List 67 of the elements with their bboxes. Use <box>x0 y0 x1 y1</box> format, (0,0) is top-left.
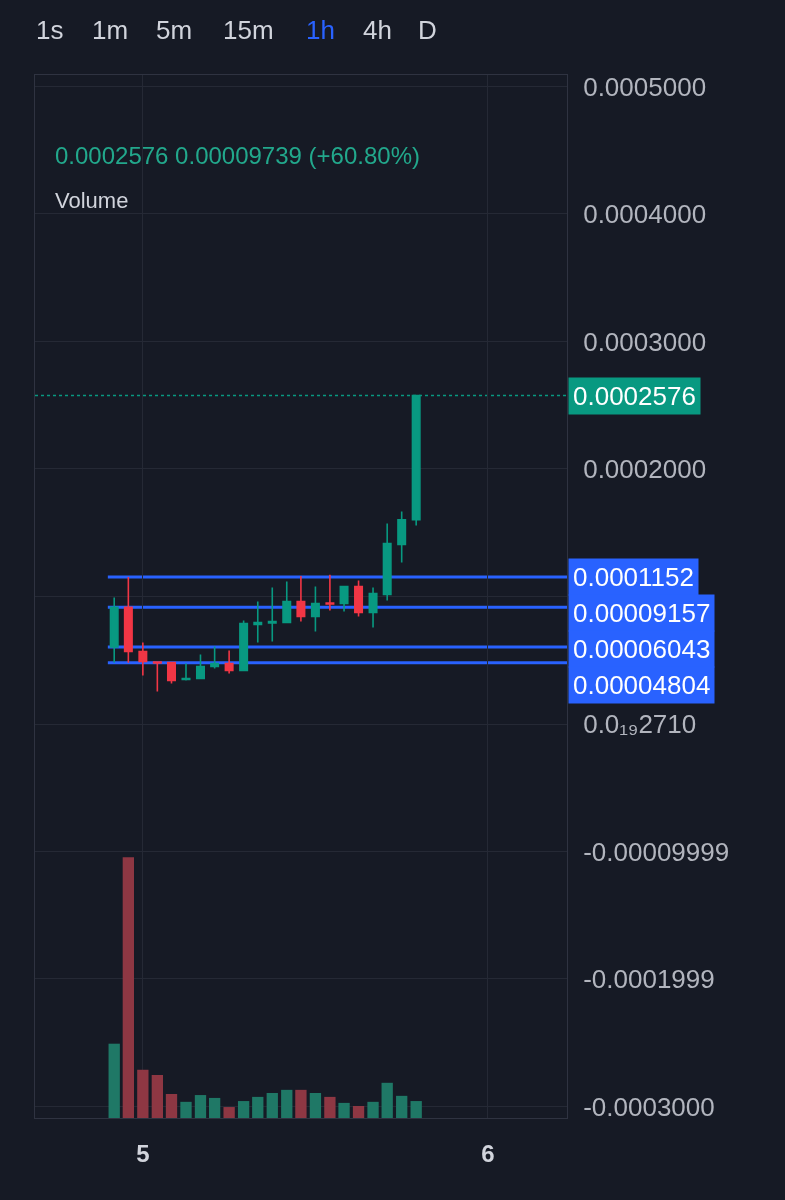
y-tick-label: 0.0002000 <box>583 454 707 485</box>
bar <box>410 1101 422 1118</box>
candlestick <box>397 510 407 564</box>
candlestick <box>325 574 335 612</box>
ref-line-label: 0.00004804 <box>573 670 711 700</box>
candlestick <box>224 649 234 675</box>
candlestick <box>123 576 133 664</box>
candlestick <box>382 522 392 602</box>
ref-line-label: 0.0002576 <box>573 381 696 411</box>
y-tick-label: 0.0003000 <box>583 326 707 357</box>
candlestick <box>195 653 205 680</box>
bar <box>122 857 135 1118</box>
y-tick-label: 0.0₁₉2710 <box>583 709 697 740</box>
bar <box>367 1101 379 1118</box>
text: 0.0002576 0.00009739 (+60.80%) <box>55 142 420 169</box>
y-tick-label: -0.00009999 <box>583 836 730 867</box>
candlestick <box>368 586 378 629</box>
bar <box>165 1094 178 1118</box>
chart-title: Volume <box>55 188 129 213</box>
bar <box>237 1101 250 1118</box>
text: 1h <box>306 15 335 45</box>
candlestick <box>166 661 177 685</box>
text: 15m <box>223 15 274 45</box>
y-tick-label: -0.0003000 <box>583 1091 715 1122</box>
bar <box>108 1043 120 1118</box>
bar <box>324 1096 336 1118</box>
bar <box>223 1107 235 1118</box>
candlestick <box>152 661 162 693</box>
candlestick <box>296 575 306 623</box>
candlestick <box>210 645 220 670</box>
y-tick-label: 0.0004000 <box>583 199 707 230</box>
bar <box>338 1102 350 1118</box>
candlestick <box>267 586 277 643</box>
bar <box>381 1082 393 1118</box>
bar <box>208 1097 221 1118</box>
text: 1m <box>92 15 129 45</box>
bar <box>295 1089 307 1118</box>
candlestick <box>138 641 148 677</box>
candlestick <box>310 585 320 633</box>
text: D <box>418 15 437 45</box>
candlestick <box>239 619 249 672</box>
bar <box>180 1101 192 1118</box>
bar <box>281 1089 293 1118</box>
y-tick-label: -0.0001999 <box>583 963 715 994</box>
candlestick <box>282 580 292 624</box>
bar <box>309 1092 322 1118</box>
x-tick-label: 5 <box>136 1139 150 1167</box>
text: 5m <box>156 15 193 45</box>
text: 4h <box>363 15 392 45</box>
bar <box>151 1074 163 1118</box>
text: 1s <box>36 15 64 45</box>
y-tick-label: 0.0005000 <box>583 71 707 102</box>
candlestick <box>354 579 364 618</box>
bar <box>266 1092 278 1118</box>
bar <box>137 1069 149 1118</box>
candlestick <box>339 585 349 613</box>
candlestick <box>181 662 191 682</box>
ref-line-label: 0.00006043 <box>573 634 711 664</box>
bar <box>396 1095 408 1118</box>
bar <box>194 1095 207 1118</box>
ref-line-label: 0.0001152 <box>573 562 694 592</box>
x-tick-label: 6 <box>481 1139 495 1167</box>
ref-line-label: 0.00009157 <box>573 598 711 628</box>
bar <box>252 1096 264 1118</box>
candlestick <box>109 596 119 664</box>
candlestick <box>253 600 263 644</box>
bar <box>352 1106 365 1118</box>
